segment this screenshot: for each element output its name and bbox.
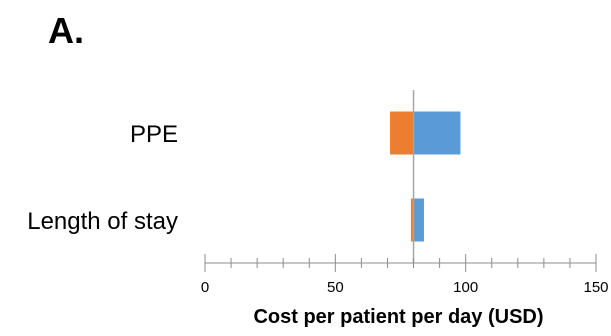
low-bar-ppe [390,111,414,155]
x-axis-title: Cost per patient per day (USD) [253,306,543,328]
x-tick-label: 150 [583,279,608,296]
category-label-ppe: PPE [130,121,178,148]
high-bar-ppe [413,111,461,155]
low-bar-length-of-stay [410,198,414,242]
high-bar-length-of-stay [413,198,424,242]
x-tick-label: 100 [453,279,478,296]
category-labels: PPE Length of stay [27,121,178,235]
panel-label: A. [48,10,84,51]
x-tick-label: 50 [327,279,344,296]
bars-layer [390,111,461,242]
x-tick-label: 0 [201,279,209,296]
category-label-length-of-stay: Length of stay [27,208,178,235]
x-axis: 0 50 100 150 [201,254,609,296]
